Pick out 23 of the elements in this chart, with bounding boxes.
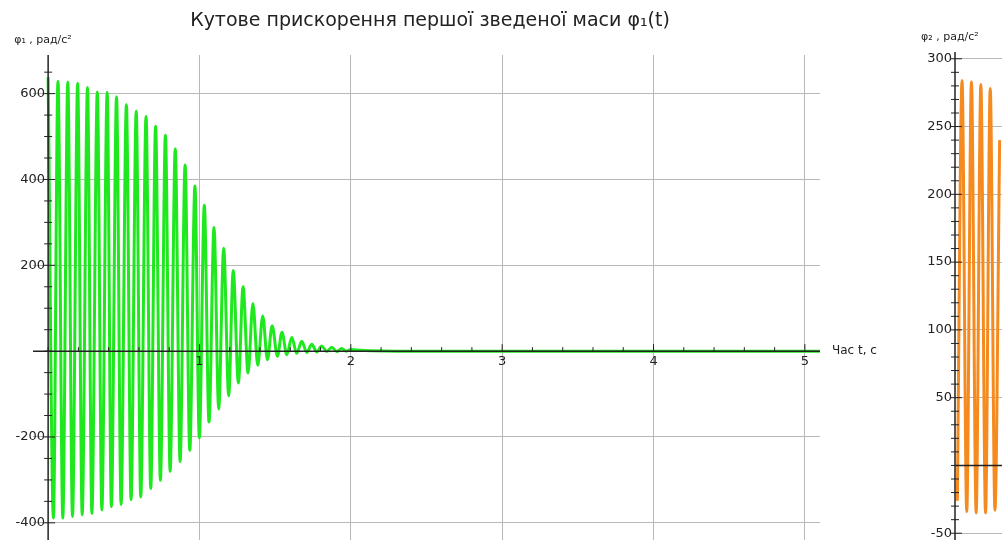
x-tick-label: 3 <box>498 353 507 369</box>
y-tick-label: 600 <box>20 85 46 100</box>
x-tick-label: 4 <box>649 353 658 369</box>
y-tick-label: -50 <box>930 524 952 540</box>
y-tick-label: 300 <box>927 50 952 66</box>
y-axis-title: φ₁ , рад/с² <box>14 33 72 46</box>
y-tick-label: 400 <box>20 170 46 186</box>
y-axis-title: φ₂ , рад/с² <box>921 30 979 43</box>
x-tick-label: 5 <box>800 353 810 369</box>
y-tick-label: -200 <box>15 428 46 444</box>
x-tick-label: 2 <box>346 353 355 369</box>
y-tick-label: 150 <box>927 253 952 269</box>
line-series <box>46 75 820 520</box>
y-tick-label: 50 <box>935 389 952 405</box>
y-tick-label: -400 <box>15 514 46 530</box>
y-tick-label: 100 <box>927 321 952 337</box>
line-series <box>955 78 1002 515</box>
y-tick-label: 250 <box>927 117 952 133</box>
x-tick-label: 1 <box>195 353 204 369</box>
y-tick-label: 200 <box>927 185 952 201</box>
chart-title: Кутове прискорення першої зведеної маси φ₁(t) <box>190 8 670 30</box>
x-axis-title: Час t, с <box>832 343 877 358</box>
y-tick-label: 200 <box>20 256 46 272</box>
